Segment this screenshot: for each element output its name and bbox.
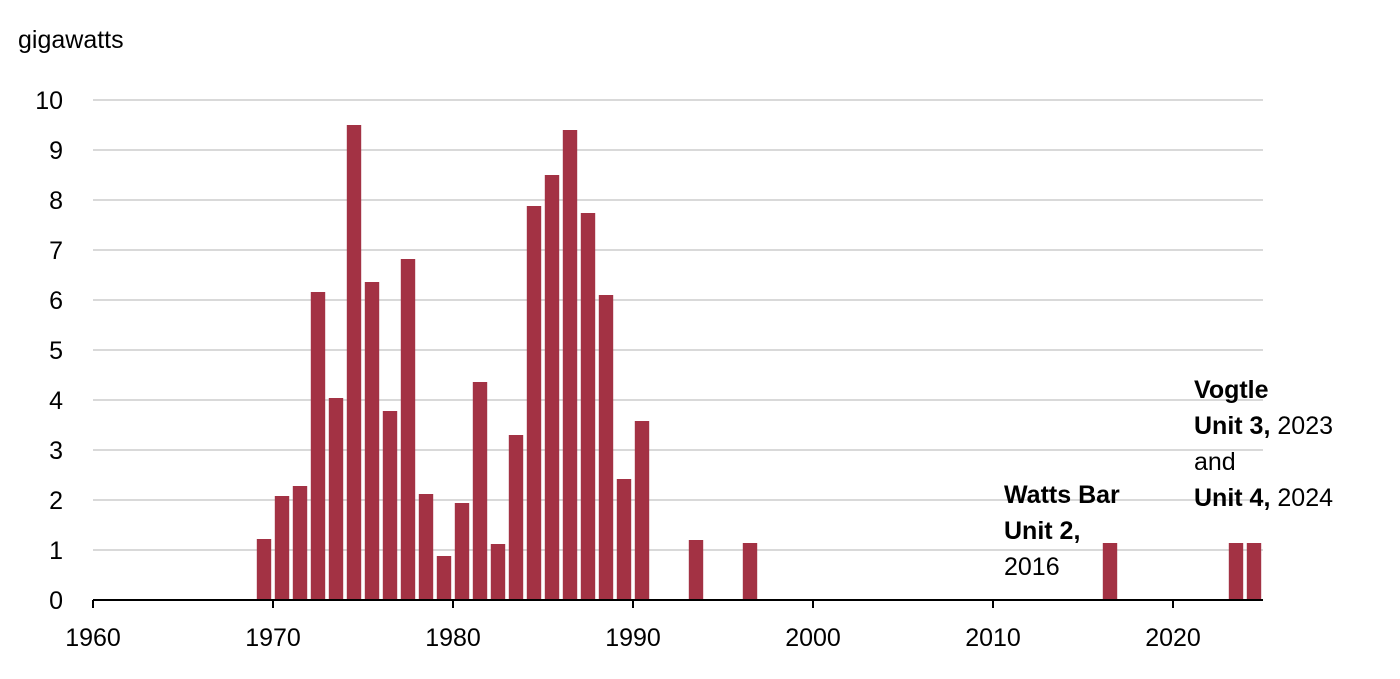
- annotation-part: 2024: [1277, 484, 1333, 512]
- bar: [634, 421, 650, 600]
- y-tick-label: 4: [49, 387, 63, 415]
- y-tick-label: 3: [49, 437, 63, 465]
- bar: [436, 556, 452, 600]
- bar: [490, 544, 506, 600]
- y-tick-label: 10: [35, 87, 63, 115]
- bar: [1246, 543, 1262, 600]
- annotation: Unit 2,: [1004, 517, 1080, 545]
- annotation: Vogtle: [1194, 376, 1269, 404]
- annotation-part: Unit 2,: [1004, 517, 1080, 545]
- x-tick-label: 1960: [65, 624, 121, 652]
- x-tick-label: 1980: [425, 624, 481, 652]
- annotation-part: 2023: [1277, 412, 1333, 440]
- annotation-part: Unit 4,: [1194, 484, 1270, 512]
- bar: [346, 125, 362, 600]
- bar: [562, 130, 578, 600]
- bar: [256, 539, 272, 600]
- x-tick-label: 2020: [1145, 624, 1201, 652]
- bar: [580, 213, 596, 600]
- x-tick-label: 1970: [245, 624, 301, 652]
- annotation: 2016: [1004, 553, 1060, 581]
- y-tick-label: 1: [49, 537, 63, 565]
- annotation: Unit 4, 2024: [1194, 484, 1333, 512]
- bar: [328, 398, 344, 600]
- x-tick-label: 1990: [605, 624, 661, 652]
- bar: [1228, 543, 1244, 600]
- annotation-part: and: [1194, 448, 1236, 476]
- annotation-part: 2016: [1004, 553, 1060, 581]
- bar: [742, 543, 758, 600]
- bar: [472, 382, 488, 600]
- annotation: Unit 3, 2023: [1194, 412, 1333, 440]
- y-tick-label: 8: [49, 187, 63, 215]
- bar: [364, 282, 380, 600]
- bar: [616, 479, 632, 600]
- bar: [292, 486, 308, 600]
- annotation-part: Watts Bar: [1004, 481, 1120, 509]
- annotation-part: Unit 3,: [1194, 412, 1270, 440]
- annotation-part: Vogtle: [1194, 376, 1269, 404]
- bar: [1102, 543, 1118, 600]
- bar: [598, 295, 614, 600]
- bar: [418, 494, 434, 600]
- bar: [526, 206, 542, 600]
- y-tick-label: 0: [49, 587, 63, 615]
- bar: [544, 175, 560, 600]
- y-tick-label: 6: [49, 287, 63, 315]
- bar: [382, 411, 398, 600]
- bar: [274, 496, 290, 600]
- bar: [454, 503, 470, 600]
- bar: [400, 259, 416, 600]
- y-tick-label: 7: [49, 237, 63, 265]
- x-tick-label: 2010: [965, 624, 1021, 652]
- bar: [688, 540, 704, 600]
- annotation: and: [1194, 448, 1236, 476]
- bar: [310, 292, 326, 600]
- x-tick-label: 2000: [785, 624, 841, 652]
- y-axis-label: gigawatts: [18, 26, 124, 54]
- y-tick-label: 5: [49, 337, 63, 365]
- y-tick-label: 2: [49, 487, 63, 515]
- y-tick-label: 9: [49, 137, 63, 165]
- bar: [508, 435, 524, 600]
- annotation: Watts Bar: [1004, 481, 1120, 509]
